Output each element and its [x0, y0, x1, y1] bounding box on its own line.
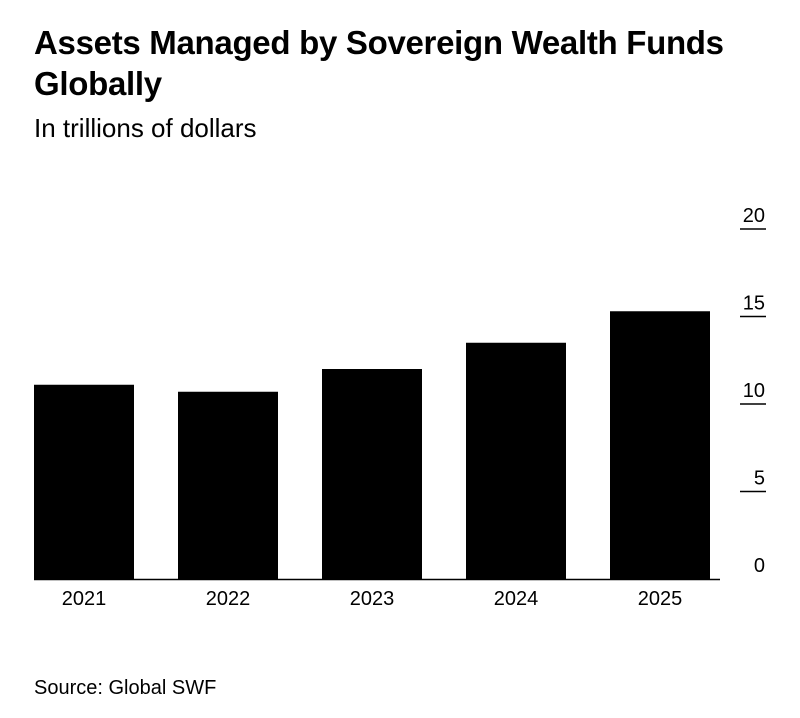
y-tick-label-10: 10 [743, 380, 765, 402]
y-tick-label-5: 5 [754, 468, 765, 490]
source-note: Source: Global SWF [34, 677, 217, 699]
y-tick-label-0: 0 [754, 555, 765, 577]
y-axis-ticks: 0 5 10 15 20 [740, 205, 766, 577]
y-tick-label-15: 15 [743, 293, 765, 315]
chart-title: Assets Managed by Sovereign Wealth Funds… [34, 24, 724, 102]
bar-chart: 0 5 10 15 20 2021 2022 2023 2024 2025 [34, 205, 766, 610]
x-axis-labels: 2021 2022 2023 2024 2025 [62, 588, 683, 610]
bar-2021 [34, 384, 134, 579]
x-tick-label-2024: 2024 [494, 588, 539, 610]
chart-subtitle: In trillions of dollars [34, 113, 257, 143]
x-tick-label-2023: 2023 [350, 588, 395, 610]
bar-2025 [610, 311, 710, 579]
bar-2024 [466, 342, 566, 579]
x-tick-label-2022: 2022 [206, 588, 251, 610]
bar-2023 [322, 369, 422, 579]
x-tick-label-2025: 2025 [638, 588, 683, 610]
y-tick-label-20: 20 [743, 205, 765, 227]
bars-group [34, 311, 710, 579]
x-tick-label-2021: 2021 [62, 588, 107, 610]
bar-2022 [178, 391, 278, 579]
